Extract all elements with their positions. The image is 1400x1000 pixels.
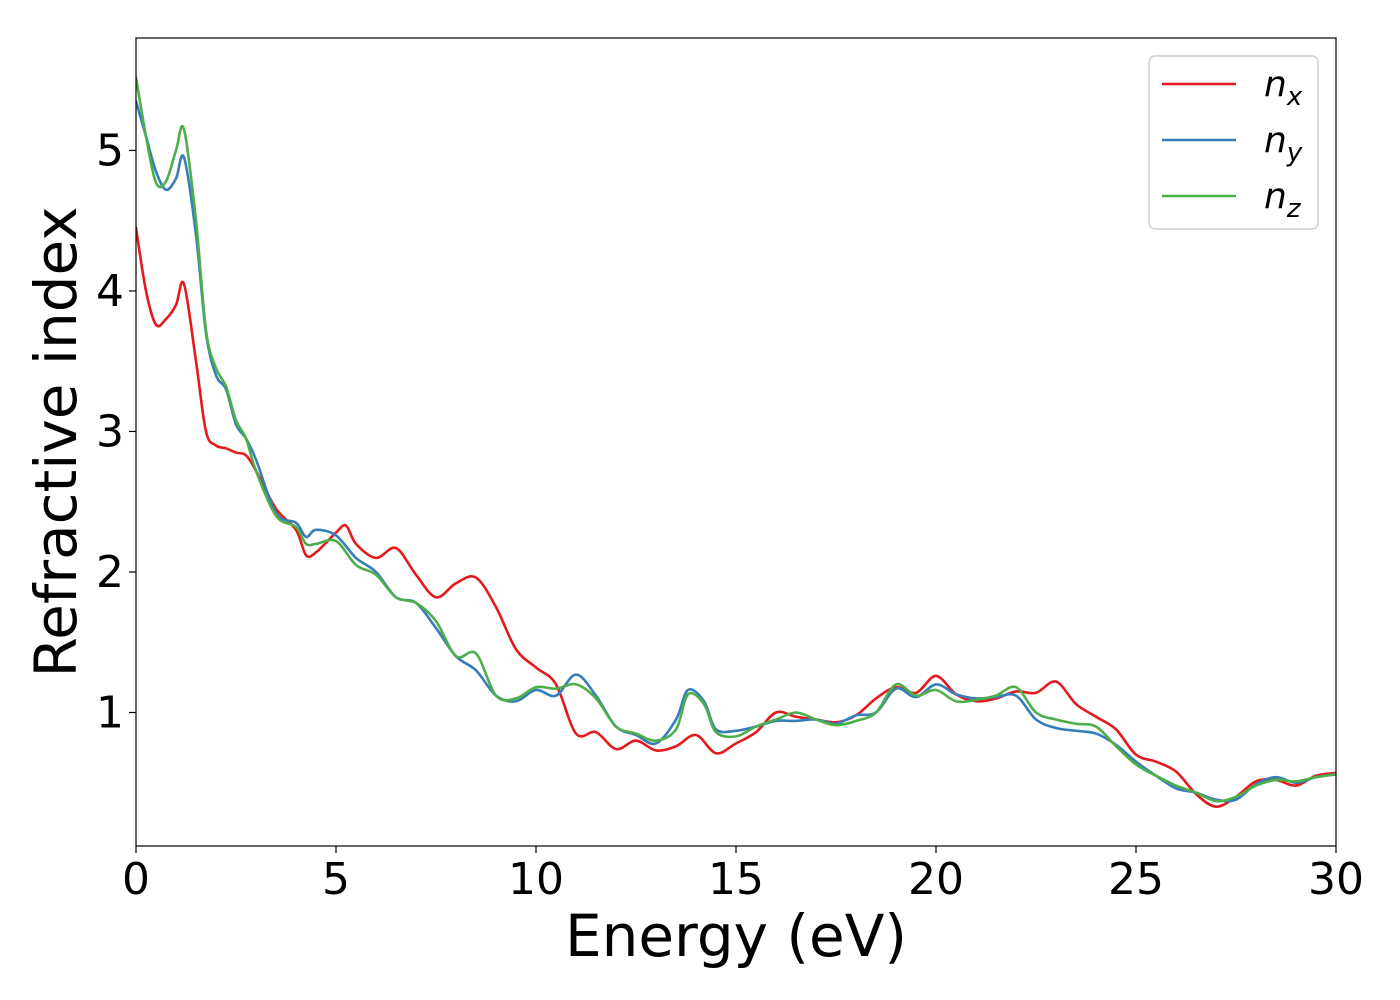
x-tick-label: 15 — [708, 854, 764, 905]
legend-subscript: y — [1286, 138, 1303, 168]
x-tick-label: 10 — [508, 854, 564, 905]
series-line-nz — [136, 76, 1336, 803]
legend-subscript: z — [1286, 194, 1302, 224]
y-tick-label: 5 — [96, 125, 124, 176]
y-tick-label: 1 — [96, 688, 124, 739]
x-axis-label: Energy (eV) — [565, 902, 907, 970]
x-axis: 0 5 10 15 20 25 30 — [122, 846, 1364, 905]
x-tick-label: 0 — [122, 854, 150, 905]
y-axis: 1 2 3 4 5 — [96, 125, 136, 739]
y-tick-label: 4 — [96, 266, 124, 317]
legend-box — [1148, 55, 1319, 230]
series-layer — [136, 76, 1336, 808]
legend-label-ny: ny — [1264, 120, 1303, 168]
legend-subscript: x — [1286, 82, 1303, 112]
y-tick-label: 3 — [96, 406, 124, 457]
x-tick-label: 30 — [1308, 854, 1364, 905]
y-axis-label: Refractive index — [22, 206, 90, 677]
series-lines — [136, 76, 1336, 808]
x-tick-label: 5 — [322, 854, 350, 905]
x-tick-label: 20 — [908, 854, 964, 905]
x-tick-label: 25 — [1108, 854, 1164, 905]
series-line-nx — [136, 226, 1336, 808]
y-tick-label: 2 — [96, 547, 124, 598]
legend-label-nx: nx — [1264, 64, 1303, 112]
